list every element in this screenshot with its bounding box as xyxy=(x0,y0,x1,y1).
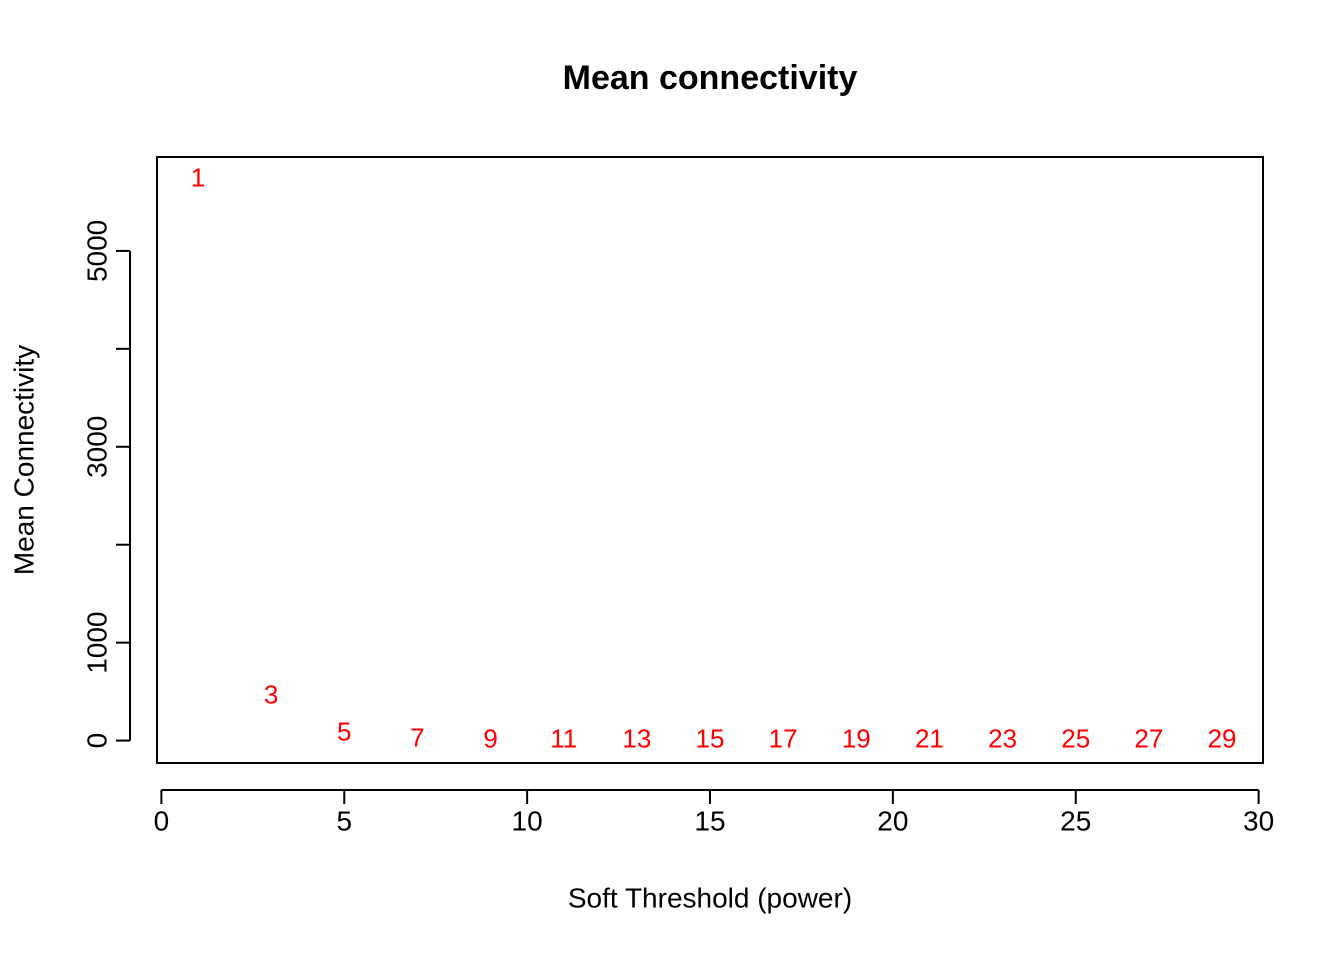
point-label: 5 xyxy=(337,716,351,746)
plot-frame xyxy=(156,156,1264,764)
x-tick-label: 30 xyxy=(1243,805,1274,836)
x-tick-label: 25 xyxy=(1060,805,1091,836)
point-label: 15 xyxy=(696,723,725,753)
x-tick-label: 5 xyxy=(336,805,352,836)
y-tick-label: 5000 xyxy=(81,220,112,282)
x-tick-label: 20 xyxy=(877,805,908,836)
x-axis-label: Soft Threshold (power) xyxy=(568,882,852,913)
point-label: 25 xyxy=(1061,723,1090,753)
x-tick-label: 0 xyxy=(154,805,170,836)
point-label: 27 xyxy=(1134,723,1163,753)
point-label: 3 xyxy=(264,679,278,709)
point-label: 21 xyxy=(915,723,944,753)
point-label: 29 xyxy=(1208,723,1237,753)
point-label: 13 xyxy=(622,723,651,753)
point-label: 7 xyxy=(410,722,424,752)
chart-title: Mean connectivity xyxy=(563,59,858,97)
y-tick-label: 1000 xyxy=(81,611,112,673)
point-label: 9 xyxy=(483,723,497,753)
y-axis-label: Mean Connectivity xyxy=(8,345,39,575)
point-label: 17 xyxy=(769,723,798,753)
point-label: 23 xyxy=(988,723,1017,753)
y-tick-label: 3000 xyxy=(81,416,112,478)
x-tick-label: 15 xyxy=(694,805,725,836)
point-label: 19 xyxy=(842,723,871,753)
point-label: 11 xyxy=(550,723,577,753)
y-tick-label: 0 xyxy=(81,733,112,749)
point-label: 1 xyxy=(191,162,205,192)
x-tick-label: 10 xyxy=(512,805,543,836)
